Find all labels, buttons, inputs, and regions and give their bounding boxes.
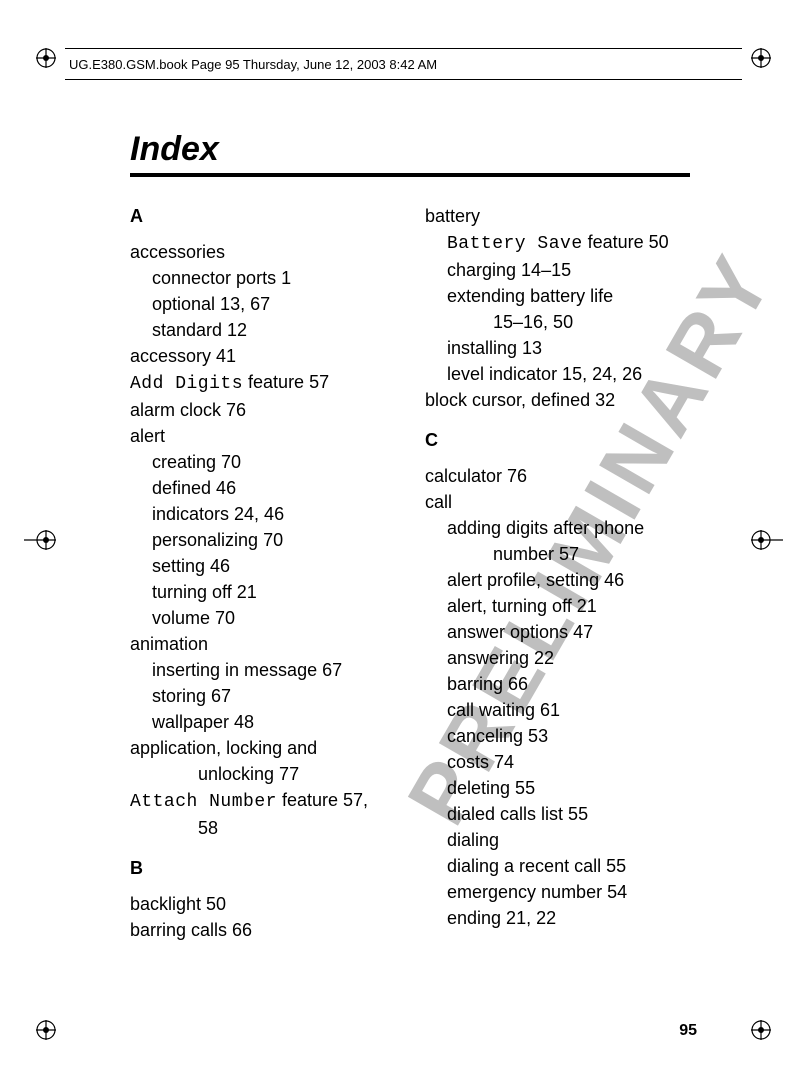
running-header: UG.E380.GSM.book Page 95 Thursday, June …: [65, 48, 742, 80]
index-subentry: connector ports 1: [130, 265, 395, 291]
index-subentry: defined 46: [130, 475, 395, 501]
index-subentry: adding digits after phone: [425, 515, 690, 541]
index-subentry: volume 70: [130, 605, 395, 631]
index-subentry: dialing a recent call 55: [425, 853, 690, 879]
mono-label: Battery Save: [447, 234, 583, 254]
index-entry: accessories: [130, 239, 395, 265]
index-subentry: emergency number 54: [425, 879, 690, 905]
index-entry: alert: [130, 423, 395, 449]
crop-mark-tl: [36, 48, 56, 68]
mono-label: Attach Number: [130, 792, 277, 812]
index-columns: A accessories connector ports 1 optional…: [130, 203, 690, 943]
index-entry: accessory 41: [130, 343, 395, 369]
content-area: Index A accessories connector ports 1 op…: [130, 130, 690, 943]
index-subentry: personalizing 70: [130, 527, 395, 553]
mono-label: Add Digits: [130, 374, 243, 394]
index-subentry: standard 12: [130, 317, 395, 343]
index-subentry: answer options 47: [425, 619, 690, 645]
index-entry-rest: feature 57: [243, 372, 329, 392]
index-subentry: barring 66: [425, 671, 690, 697]
index-continuation: unlocking 77: [130, 761, 395, 787]
index-continuation: number 57: [425, 541, 690, 567]
page-number: 95: [679, 1022, 697, 1040]
index-subentry: charging 14–15: [425, 257, 690, 283]
header-text: UG.E380.GSM.book Page 95 Thursday, June …: [65, 57, 437, 72]
index-subentry: alert, turning off 21: [425, 593, 690, 619]
index-subentry: answering 22: [425, 645, 690, 671]
index-entry: call: [425, 489, 690, 515]
index-subentry: creating 70: [130, 449, 395, 475]
section-letter-a: A: [130, 203, 395, 229]
page-title: Index: [130, 130, 690, 169]
crop-mark-mr: [751, 530, 783, 550]
index-subentry: setting 46: [130, 553, 395, 579]
index-entry-rest: feature 57,: [277, 790, 368, 810]
index-entry: animation: [130, 631, 395, 657]
index-entry: backlight 50: [130, 891, 395, 917]
index-entry-rest: feature 50: [583, 232, 669, 252]
index-subentry: ending 21, 22: [425, 905, 690, 931]
index-subentry: turning off 21: [130, 579, 395, 605]
index-entry: application, locking and: [130, 735, 395, 761]
index-subentry: dialing: [425, 827, 690, 853]
index-subentry: storing 67: [130, 683, 395, 709]
index-entry: Add Digits feature 57: [130, 369, 395, 397]
index-subentry: dialed calls list 55: [425, 801, 690, 827]
section-letter-b: B: [130, 855, 395, 881]
crop-mark-bl: [36, 1020, 56, 1040]
index-subentry: extending battery life: [425, 283, 690, 309]
index-subentry: canceling 53: [425, 723, 690, 749]
index-subentry: inserting in message 67: [130, 657, 395, 683]
page: UG.E380.GSM.book Page 95 Thursday, June …: [0, 0, 807, 1088]
index-subentry: alert profile, setting 46: [425, 567, 690, 593]
index-entry: block cursor, defined 32: [425, 387, 690, 413]
index-entry: alarm clock 76: [130, 397, 395, 423]
crop-mark-br: [751, 1020, 771, 1040]
index-subentry: installing 13: [425, 335, 690, 361]
section-letter-c: C: [425, 427, 690, 453]
left-column: A accessories connector ports 1 optional…: [130, 203, 395, 943]
index-continuation: 15–16, 50: [425, 309, 690, 335]
index-subentry: Battery Save feature 50: [425, 229, 690, 257]
index-subentry: costs 74: [425, 749, 690, 775]
index-subentry: level indicator 15, 24, 26: [425, 361, 690, 387]
index-continuation: 58: [130, 815, 395, 841]
index-entry: Attach Number feature 57,: [130, 787, 395, 815]
index-subentry: indicators 24, 46: [130, 501, 395, 527]
index-entry: battery: [425, 203, 690, 229]
right-column: battery Battery Save feature 50 charging…: [425, 203, 690, 943]
index-subentry: deleting 55: [425, 775, 690, 801]
index-entry: barring calls 66: [130, 917, 395, 943]
index-subentry: wallpaper 48: [130, 709, 395, 735]
index-subentry: optional 13, 67: [130, 291, 395, 317]
crop-mark-tr: [751, 48, 771, 68]
index-entry: calculator 76: [425, 463, 690, 489]
crop-mark-ml: [24, 530, 56, 550]
index-subentry: call waiting 61: [425, 697, 690, 723]
title-rule: [130, 173, 690, 177]
